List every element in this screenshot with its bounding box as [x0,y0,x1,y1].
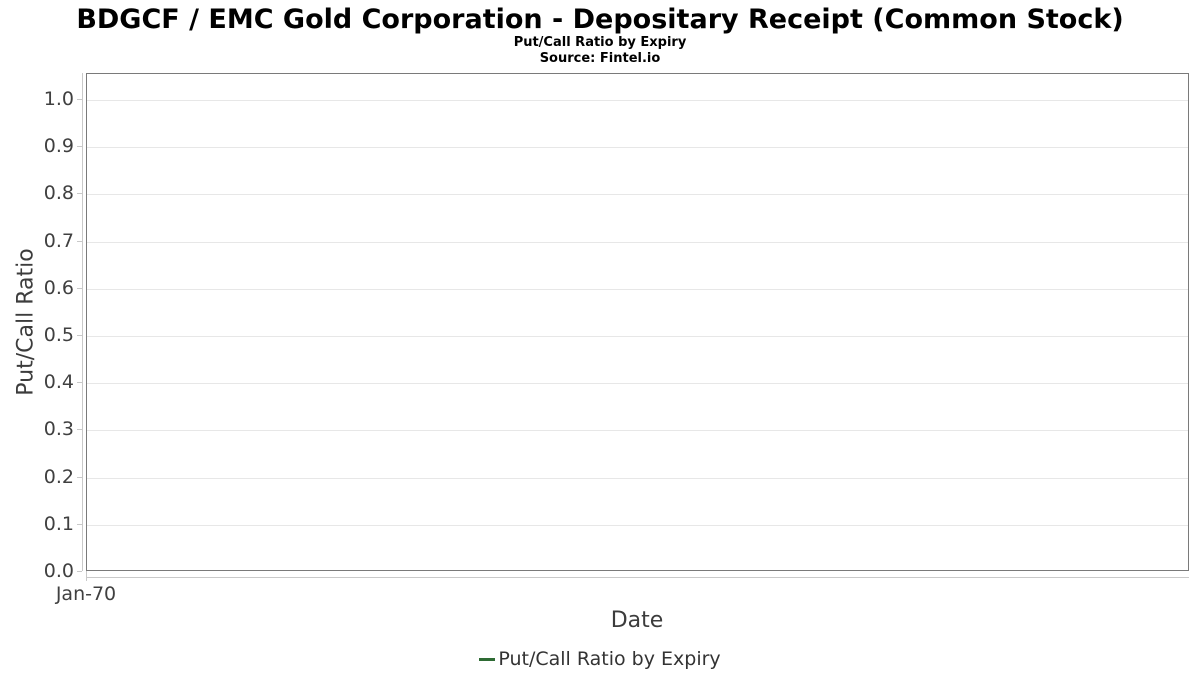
y-tick-mark [77,524,82,525]
gridline [87,147,1188,148]
y-tick-mark [77,335,82,336]
y-tick-mark [77,288,82,289]
y-tick-label: 0.1 [43,513,74,535]
y-tick-label: 0.2 [43,466,74,488]
y-tick-label: 0.4 [43,371,74,393]
gridline [87,430,1188,431]
y-tick-label: 0.7 [43,230,74,252]
y-tick-mark [77,146,82,147]
gridline [87,383,1188,384]
y-tick-mark [77,477,82,478]
y-tick-label: 0.6 [43,277,74,299]
gridline [87,525,1188,526]
y-tick-label: 0.5 [43,324,74,346]
legend-label: Put/Call Ratio by Expiry [498,648,721,670]
legend-line-dash-icon [479,658,496,661]
y-tick-mark [77,429,82,430]
y-tick-label: 0.9 [43,135,74,157]
legend-item-putcall-ratio[interactable]: Put/Call Ratio by Expiry [479,648,721,670]
chart-source-credit: Source: Fintel.io [539,51,661,66]
y-tick-mark [77,571,82,572]
y-tick-mark [77,382,82,383]
y-tick-label: 0.0 [43,560,74,582]
y-tick-label: 1.0 [43,88,74,110]
y-tick-label: 0.8 [43,182,74,204]
gridline [87,336,1188,337]
x-axis-line [86,577,1189,578]
y-tick-mark [77,241,82,242]
x-tick-mark [86,571,87,581]
gridline [87,242,1188,243]
chart-title: BDGCF / EMC Gold Corporation - Depositar… [76,4,1124,35]
gridline [87,100,1188,101]
legend: Put/Call Ratio by Expiry [0,648,1200,670]
y-tick-label: 0.3 [43,418,74,440]
x-axis-title: Date [610,608,664,633]
y-axis-line [82,73,83,571]
gridline [87,194,1188,195]
x-tick-label: Jan-70 [55,583,117,605]
y-tick-mark [77,193,82,194]
y-tick-mark [77,99,82,100]
gridline [87,289,1188,290]
chart-subtitle: Put/Call Ratio by Expiry [513,35,687,50]
plot-area [86,73,1189,571]
gridline [87,478,1188,479]
